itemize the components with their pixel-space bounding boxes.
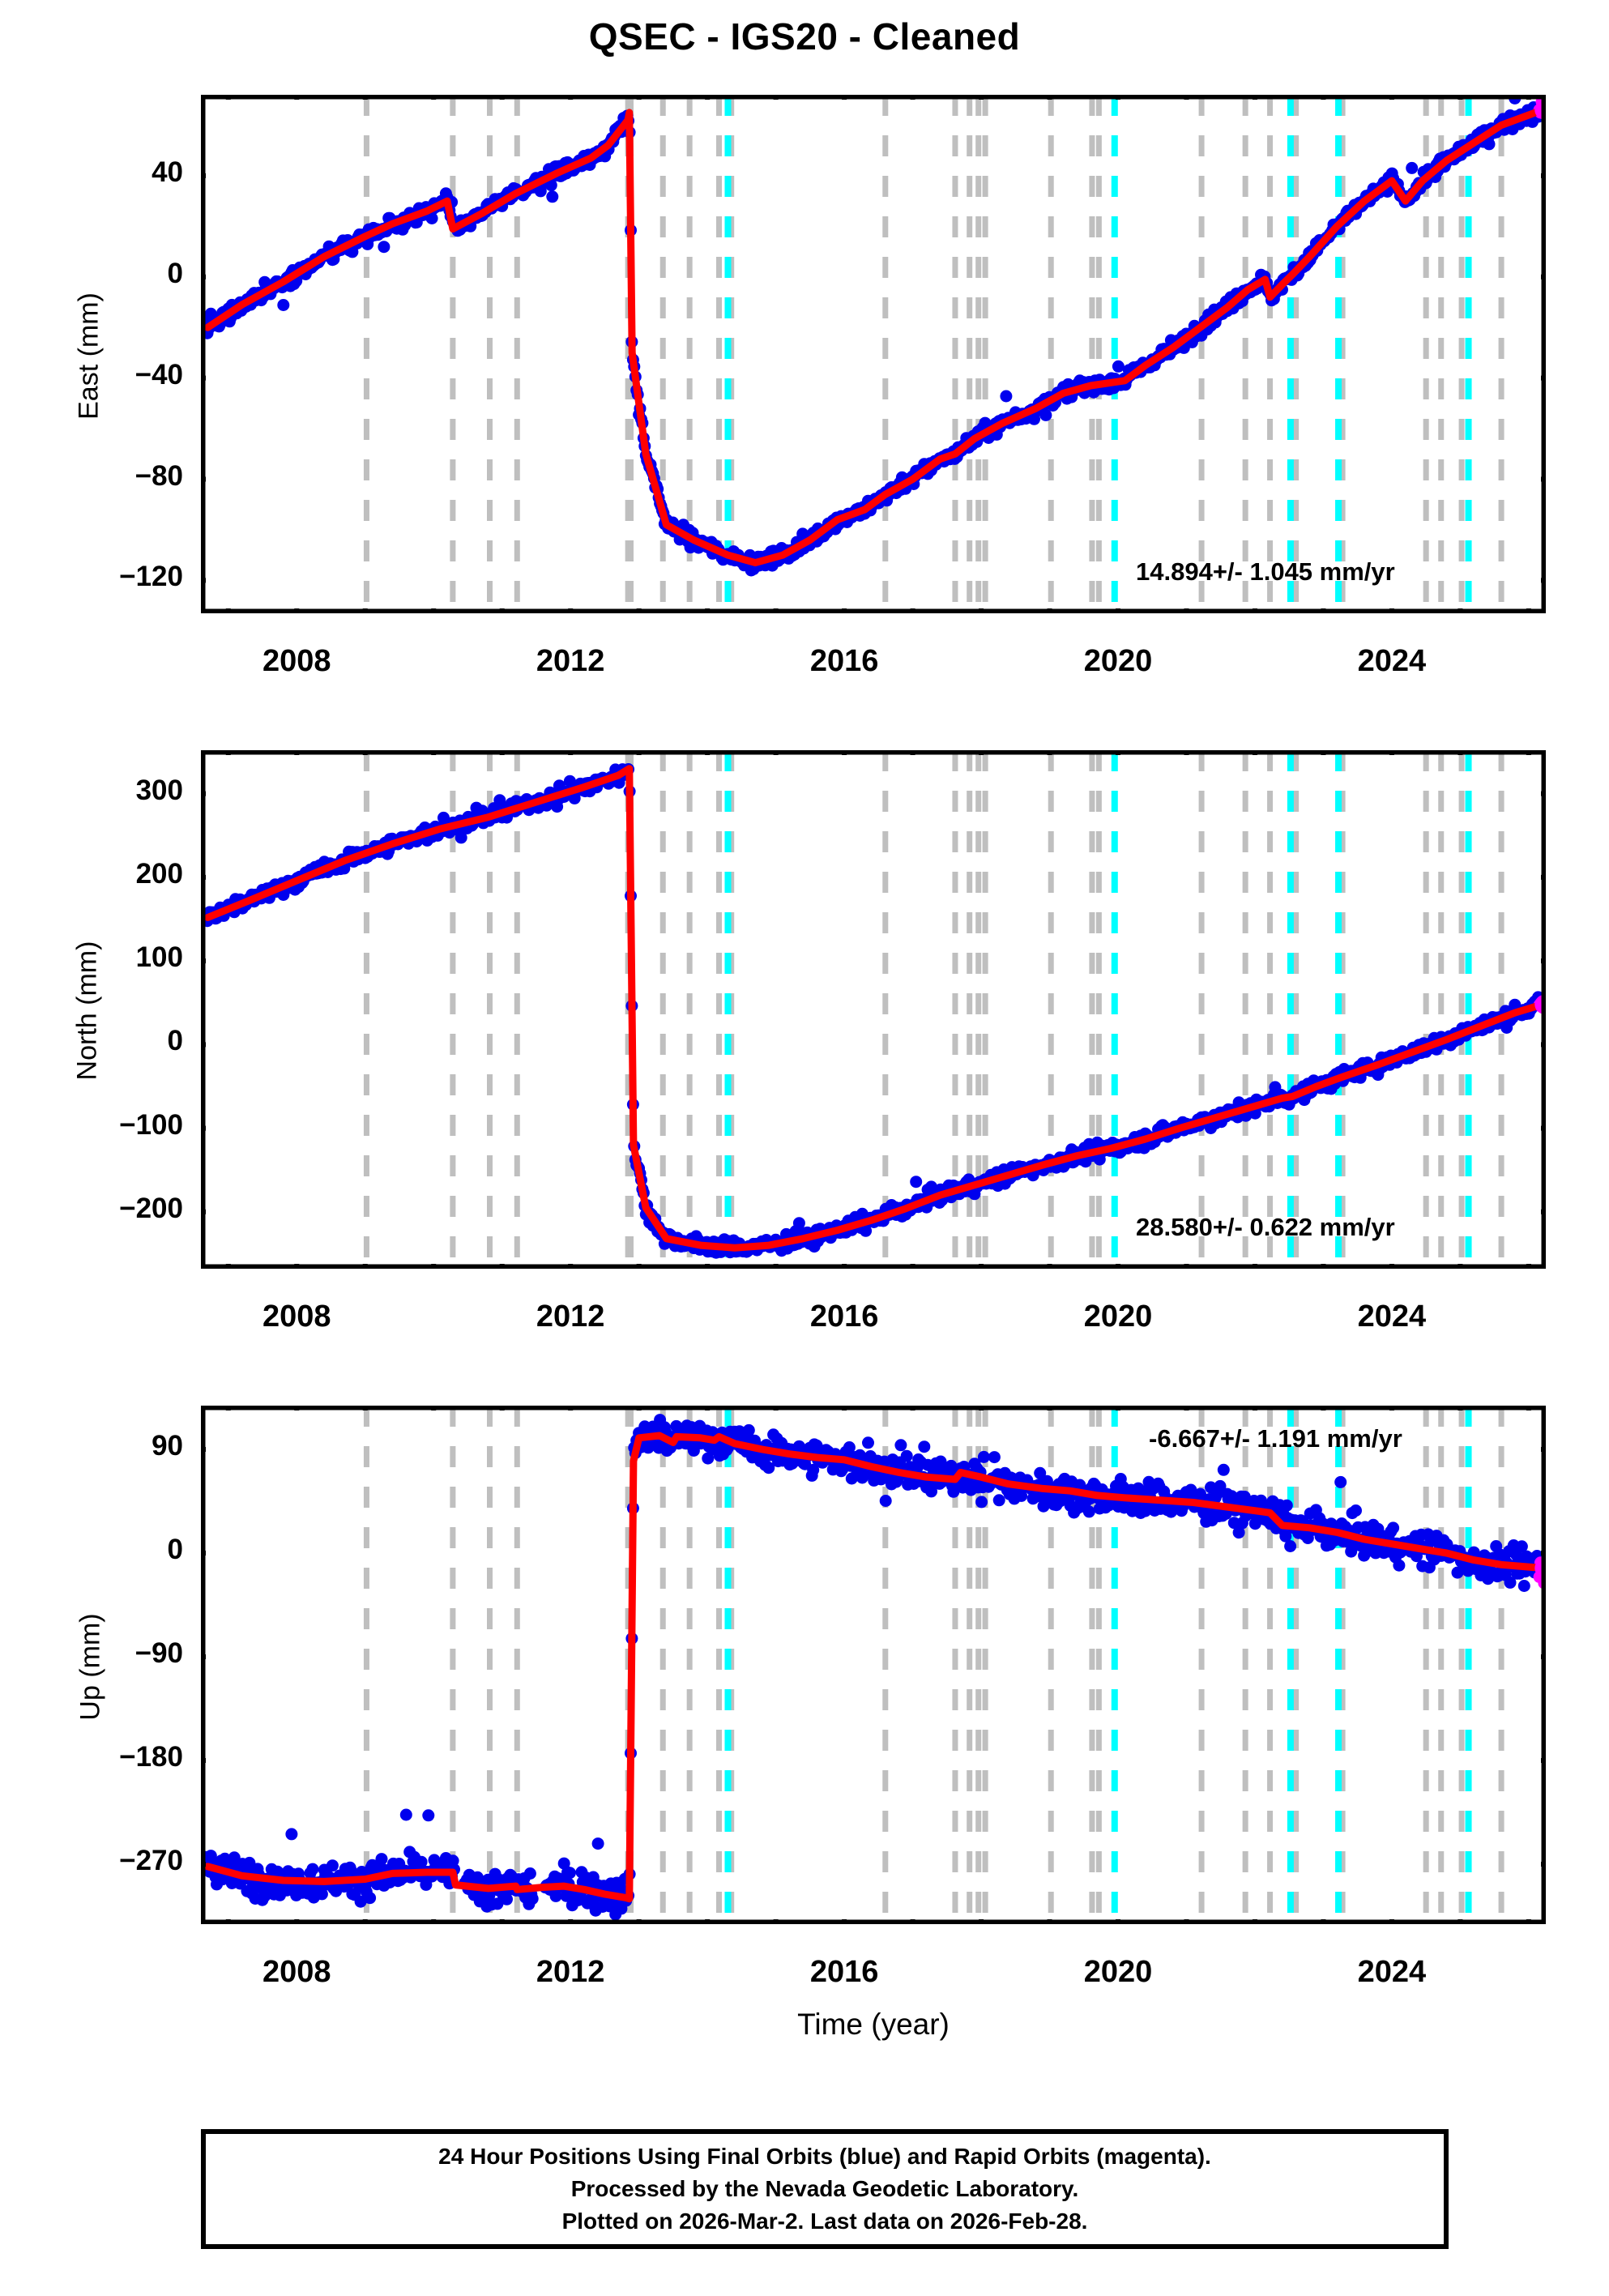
x-axis-tick-label: 2012 <box>536 1955 605 1989</box>
x-axis-tick-label: 2024 <box>1357 1300 1427 1334</box>
x-axis-tick-label: 2012 <box>536 1300 605 1334</box>
y-axis-tick-label: −40 <box>134 358 183 390</box>
y-axis-tick-label: 90 <box>152 1430 183 1462</box>
panel-north <box>201 750 1546 1269</box>
y-axis-tick-label: 0 <box>167 1025 183 1057</box>
y-axis-tick-label: 300 <box>135 774 183 806</box>
y-axis-tick-label: −180 <box>119 1741 183 1773</box>
plot-area-up <box>201 1406 1546 1924</box>
y-axis-tick-label: −100 <box>119 1108 183 1141</box>
x-axis-tick-label: 2024 <box>1357 1955 1427 1989</box>
y-axis-tick-label: −270 <box>119 1845 183 1877</box>
x-axis-tick-label: 2016 <box>809 1300 879 1334</box>
panel-north-ylabel: North (mm) <box>71 941 103 1081</box>
panel-east <box>201 95 1546 613</box>
x-axis-tick-label: 2008 <box>262 1300 331 1334</box>
x-axis-tick-label: 2020 <box>1083 1300 1153 1334</box>
panel-east-rate-annotation: 14.894+/- 1.045 mm/yr <box>1136 557 1395 586</box>
y-axis-tick-label: 0 <box>167 1534 183 1566</box>
x-axis-tick-label: 2008 <box>262 644 331 678</box>
x-axis-tick-label: 2024 <box>1357 644 1427 678</box>
y-axis-tick-label: −200 <box>119 1192 183 1224</box>
model-trajectory-line <box>203 1432 1546 1903</box>
y-axis-tick-label: 40 <box>152 156 183 188</box>
y-axis-tick-label: −80 <box>134 459 183 492</box>
plot-area-east <box>201 95 1546 613</box>
y-axis-tick-label: −120 <box>119 561 183 593</box>
plot-area-north <box>201 750 1546 1269</box>
y-axis-tick-label: 100 <box>135 941 183 974</box>
x-axis-label: Time (year) <box>797 2008 950 2041</box>
y-axis-tick-label: −90 <box>134 1637 183 1670</box>
footer-line-orbits: 24 Hour Positions Using Final Orbits (bl… <box>438 2144 1211 2170</box>
footer-caption-box: 24 Hour Positions Using Final Orbits (bl… <box>201 2129 1449 2249</box>
y-axis-tick-label: 200 <box>135 857 183 890</box>
model-trajectory-line <box>203 765 1546 1252</box>
x-axis-tick-label: 2008 <box>262 1955 331 1989</box>
x-axis-tick-label: 2016 <box>809 644 879 678</box>
x-axis-tick-label: 2016 <box>809 1955 879 1989</box>
footer-line-dates: Plotted on 2026-Mar-2. Last data on 2026… <box>561 2208 1088 2234</box>
x-axis-tick-label: 2020 <box>1083 644 1153 678</box>
y-axis-tick-label: 0 <box>167 257 183 289</box>
x-axis-tick-label: 2012 <box>536 644 605 678</box>
panel-north-rate-annotation: 28.580+/- 0.622 mm/yr <box>1136 1213 1395 1241</box>
footer-line-processor: Processed by the Nevada Geodetic Laborat… <box>570 2176 1079 2202</box>
panel-up <box>201 1406 1546 1924</box>
model-trajectory-line <box>203 106 1546 567</box>
figure-title: QSEC - IGS20 - Cleaned <box>588 15 1021 58</box>
x-axis-tick-label: 2020 <box>1083 1955 1153 1989</box>
panel-up-rate-annotation: -6.667+/- 1.191 mm/yr <box>1149 1424 1402 1453</box>
